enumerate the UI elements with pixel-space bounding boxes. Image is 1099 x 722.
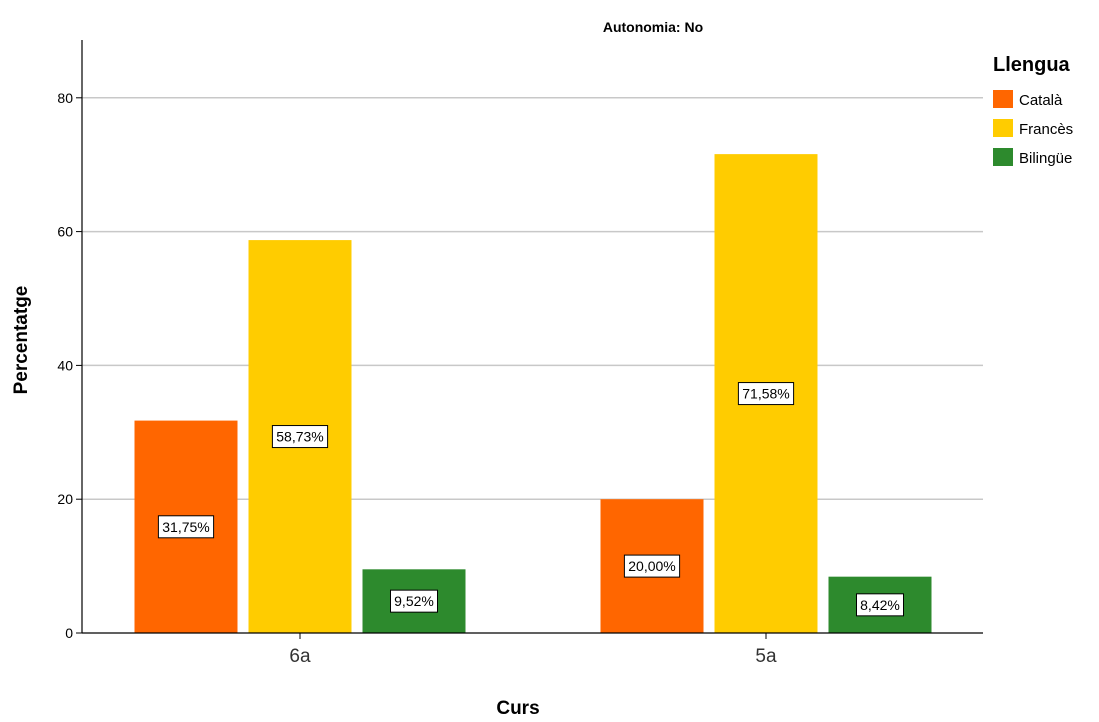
data-label: 31,75% <box>162 519 209 535</box>
grid-lines <box>82 97 983 500</box>
bars <box>134 154 932 633</box>
legend-label: Bilingüe <box>1019 150 1072 167</box>
x-axis-label: Curs <box>496 698 539 719</box>
x-tick-label: 6a <box>289 646 311 667</box>
chart-title: Autonomia: No <box>603 19 703 35</box>
data-label-box <box>271 425 329 449</box>
data-label-box <box>623 554 681 578</box>
legend: Llengua Català Francès Bilingüe <box>993 54 1073 167</box>
y-tick-label: 40 <box>57 357 73 373</box>
data-label: 9,52% <box>394 593 434 609</box>
y-tick-label: 80 <box>57 90 73 106</box>
data-label: 8,42% <box>860 597 900 613</box>
data-label-box <box>157 515 215 539</box>
legend-label: Francès <box>1019 121 1073 138</box>
data-label: 20,00% <box>628 558 675 574</box>
y-tick-label: 0 <box>65 625 73 641</box>
data-label: 71,58% <box>742 386 789 402</box>
data-labels: 31,75% 58,73% 9,52% 20,00% 71,58% 8,42% <box>157 382 904 617</box>
legend-swatch-català <box>993 90 1013 108</box>
data-label: 58,73% <box>276 429 323 445</box>
y-tick-label: 60 <box>57 224 73 240</box>
data-label-box <box>390 589 438 613</box>
y-axis-label: Percentatge <box>11 286 32 395</box>
data-label-box <box>856 593 904 617</box>
legend-swatch-francès <box>993 119 1013 137</box>
legend-title: Llengua <box>993 54 1071 76</box>
legend-label: Català <box>1019 92 1063 109</box>
data-label-box <box>737 382 795 406</box>
legend-swatch-bilingüe <box>993 148 1013 166</box>
x-tick-label: 5a <box>755 646 777 667</box>
axes: 0 20 40 60 80 6a 5a <box>57 40 983 667</box>
y-tick-label: 20 <box>57 491 73 507</box>
